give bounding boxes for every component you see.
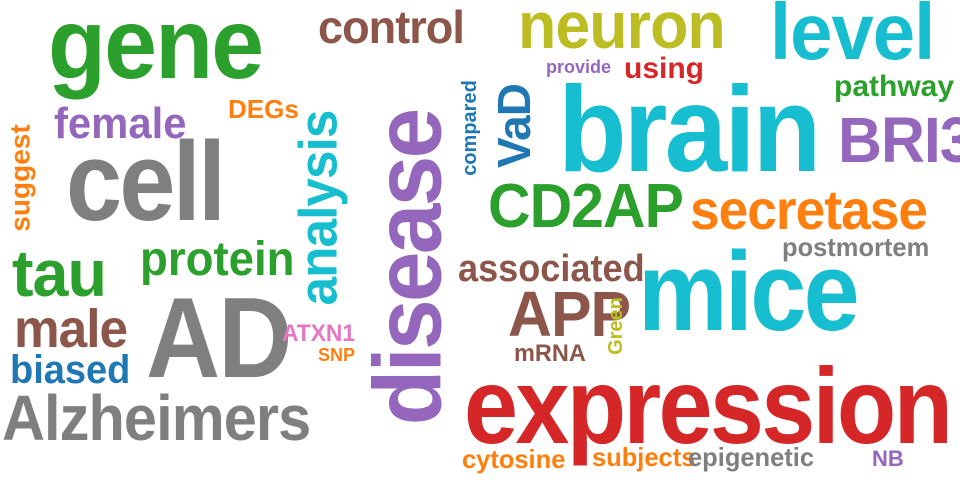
word-ad: AD: [146, 275, 292, 402]
word-control: control: [318, 1, 465, 53]
word-atxn1: ATXN1: [282, 320, 356, 347]
word-female: female: [54, 99, 187, 148]
word-compared: compared: [458, 80, 481, 176]
word-cd2ap: CD2AP: [488, 172, 684, 241]
word-snp: SNP: [318, 345, 356, 365]
word-level: level: [770, 0, 935, 76]
word-biased: biased: [10, 348, 131, 392]
word-postmortem: postmortem: [782, 232, 930, 262]
word-using: using: [624, 52, 704, 85]
word-associated: associated: [458, 248, 645, 290]
word-mice: mice: [638, 229, 860, 354]
word-bri3: BRI3: [838, 104, 960, 176]
word-nb: NB: [872, 446, 904, 471]
word-subjects: subjects: [592, 442, 696, 472]
word-neuron: neuron: [518, 0, 726, 62]
word-vad: VaD: [487, 84, 540, 168]
word-app: APP: [508, 278, 631, 350]
word-secretase: secretase: [690, 178, 928, 241]
word-tau: tau: [12, 236, 107, 310]
word-alzheimers: Alzheimers: [2, 382, 311, 454]
word-gene: gene: [48, 0, 264, 100]
word-suggest: suggest: [4, 124, 36, 232]
word-male: male: [14, 299, 128, 359]
word-provide: provide: [546, 57, 612, 77]
word-analysis: analysis: [288, 110, 349, 306]
word-pathway: pathway: [834, 70, 955, 103]
word-cytosine: cytosine: [462, 444, 566, 474]
word-cell: cell: [66, 119, 226, 244]
word-expression: expression: [464, 345, 953, 466]
word-disease: disease: [354, 110, 462, 426]
word-degs: DEGs: [228, 94, 299, 124]
word-protein: protein: [140, 233, 295, 286]
word-brain: brain: [558, 61, 821, 197]
word-mrna: mRNA: [514, 340, 586, 367]
word-green: Green: [604, 297, 627, 355]
word-epigenetic: epigenetic: [688, 442, 815, 472]
